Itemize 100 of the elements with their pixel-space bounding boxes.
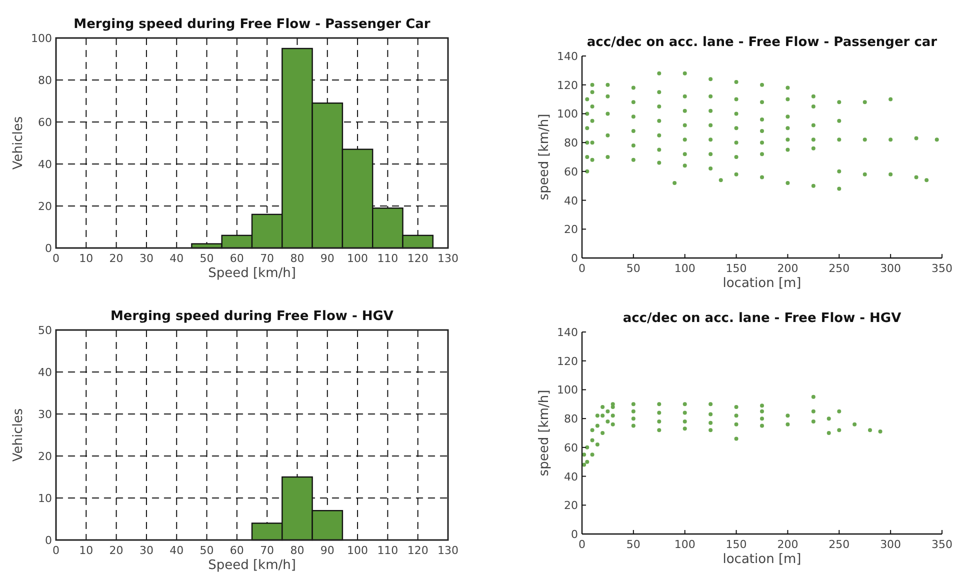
point	[610, 422, 615, 426]
point	[600, 414, 605, 418]
x-tick-label: 50	[200, 252, 214, 265]
point	[657, 419, 662, 424]
point	[708, 402, 713, 406]
point	[708, 420, 713, 425]
y-tick-label: 40	[564, 470, 578, 484]
point	[826, 431, 831, 435]
chart-title: acc/dec on acc. lane - Free Flow - HGV	[622, 311, 902, 326]
point	[760, 404, 764, 408]
y-tick-label: 120	[557, 78, 578, 92]
y-tick-label: 20	[564, 223, 578, 236]
x-tick-label: 130	[438, 252, 458, 265]
x-tick-label: 300	[880, 538, 902, 551]
point	[682, 410, 687, 415]
y-tick-label: 100	[557, 108, 578, 121]
x-tick-label: 150	[726, 262, 747, 275]
point	[631, 409, 636, 414]
x-tick-label: 350	[932, 262, 952, 275]
x-tick-label: 120	[407, 544, 428, 557]
point	[760, 409, 764, 414]
chart-title: acc/dec on acc. lane - Free Flow - Passenger car	[586, 35, 938, 50]
chart-title: Merging speed during Free Flow - HGV	[110, 309, 394, 324]
y-tick-label: 40	[38, 366, 52, 379]
x-tick-label: 30	[139, 544, 154, 557]
y-tick-label: 60	[38, 116, 52, 129]
point	[610, 414, 615, 418]
point	[734, 436, 738, 441]
x-tick-label: 200	[777, 262, 798, 275]
point	[811, 409, 816, 414]
point	[682, 419, 687, 424]
point	[682, 402, 687, 406]
point	[606, 419, 610, 424]
y-axis-title: Vehicles	[11, 408, 26, 462]
x-tick-label: 100	[347, 252, 368, 265]
x-tick-label: 150	[726, 538, 747, 551]
x-tick-label: 70	[260, 252, 274, 265]
x-axis-title: Speed [km/h]	[208, 558, 296, 573]
x-tick-label: 40	[170, 544, 184, 557]
y-tick-label: 140	[557, 50, 578, 63]
x-tick-label: 200	[777, 538, 798, 551]
y-tick-label: 30	[38, 408, 52, 421]
point	[595, 442, 600, 447]
y-tick-label: 80	[38, 74, 52, 87]
point	[878, 430, 882, 434]
x-tick-label: 110	[377, 544, 398, 557]
point	[760, 424, 764, 428]
point	[811, 419, 816, 424]
y-tick-label: 100	[31, 32, 52, 45]
x-tick-label: 10	[79, 252, 94, 265]
x-axis-title: location [m]	[722, 552, 802, 567]
point	[734, 414, 738, 418]
x-tick-label: 120	[407, 252, 428, 265]
point	[585, 460, 590, 464]
x-tick-label: 60	[230, 252, 244, 265]
y-tick-label: 0	[45, 242, 52, 255]
chart-title: Merging speed during Free Flow - Passenger Car	[74, 17, 431, 32]
y-axis-title: speed [km/h]	[537, 390, 552, 476]
y-tick-label: 20	[38, 450, 52, 463]
y-tick-label: 120	[557, 354, 578, 368]
x-tick-label: 250	[828, 262, 850, 275]
y-axis-title: speed [km/h]	[537, 114, 552, 200]
x-tick-label: 20	[109, 252, 124, 265]
y-tick-label: 140	[557, 326, 578, 339]
point	[708, 412, 713, 416]
x-tick-label: 350	[932, 538, 952, 551]
x-tick-label: 90	[320, 544, 334, 557]
x-axis-title: Speed [km/h]	[208, 266, 296, 281]
point	[682, 426, 687, 431]
x-tick-label: 30	[139, 252, 154, 265]
y-tick-label: 80	[564, 136, 578, 150]
point	[600, 405, 605, 410]
x-tick-label: 70	[260, 544, 274, 557]
y-tick-label: 20	[38, 200, 52, 213]
y-tick-label: 40	[38, 158, 52, 171]
point	[610, 402, 615, 406]
point	[708, 428, 713, 432]
x-tick-label: 50	[200, 544, 214, 557]
point	[585, 445, 590, 450]
y-tick-label: 100	[557, 384, 578, 397]
y-tick-label: 10	[38, 492, 52, 505]
point	[657, 402, 662, 406]
point	[734, 422, 738, 426]
point	[631, 424, 636, 428]
point	[837, 428, 842, 432]
x-tick-label: 100	[347, 544, 368, 557]
point	[582, 452, 586, 457]
point	[600, 431, 605, 435]
point	[631, 402, 636, 406]
point	[590, 452, 594, 457]
point	[852, 422, 857, 426]
x-tick-label: 20	[109, 544, 124, 557]
x-tick-label: 100	[674, 262, 696, 275]
x-tick-label: 250	[828, 538, 850, 551]
point	[826, 416, 831, 421]
point	[868, 428, 872, 432]
point	[606, 409, 610, 414]
x-tick-label: 100	[674, 538, 696, 551]
point	[631, 416, 636, 421]
point	[590, 438, 594, 442]
